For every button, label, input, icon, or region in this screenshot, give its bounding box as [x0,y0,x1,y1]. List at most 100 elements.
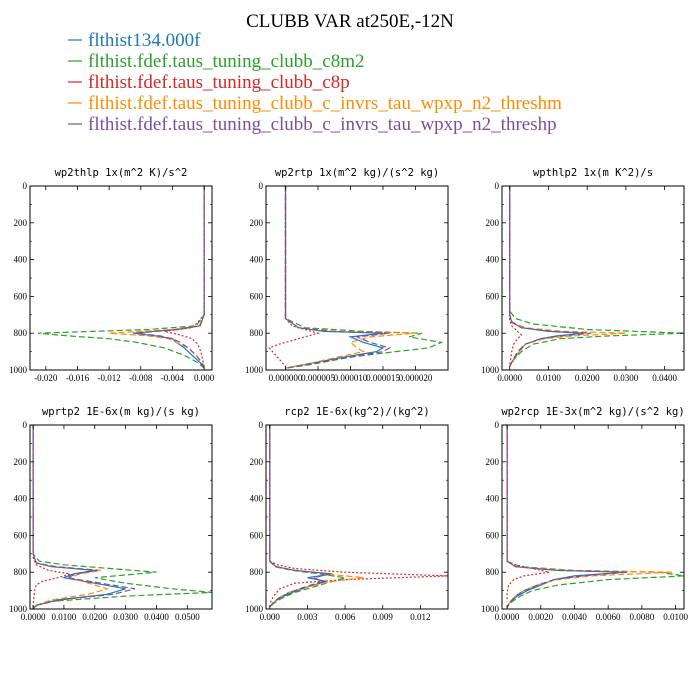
x-tick-label: 0.0100 [52,612,77,622]
x-tick-label: 0.0020 [528,612,553,622]
y-tick-label: 200 [14,457,28,467]
panel-1: wp2thlp 1x(m^2 K)/s^2 0 200 400 600 800 1000 -0… [9,167,215,383]
y-tick-label: 400 [486,255,500,265]
panel-title: wp2rcp 1E-3x(m^2 kg)/(s^2 kg) [501,406,684,418]
y-tick-label: 200 [486,457,500,467]
y-tick-label: 600 [14,530,28,540]
y-tick-label: 600 [14,291,28,301]
series-line-3 [269,425,448,604]
y-tick-label: 600 [250,530,264,540]
y-tick-label: 800 [14,567,28,577]
y-tick-label: 400 [14,494,28,504]
x-tick-label: 0.0060 [596,612,621,622]
x-tick-label: 0.0400 [652,373,677,383]
x-tick-label: 0.000 [260,612,281,622]
y-tick-label: 1000 [245,365,264,375]
panel-6: wp2rcp 1E-3x(m^2 kg)/(s^2 kg)0 200 400 600 8… [481,406,688,622]
series-line-3 [32,425,71,608]
y-tick-label: 0 [259,181,264,191]
x-tick-label: 0.0300 [614,373,639,383]
series-line-1 [269,425,333,608]
panel-title: wpthlp2 1x(m K^2)/s [533,167,653,179]
panel-title: wprtp2 1E-6x(m kg)/(s kg) [42,406,200,418]
y-tick-label: 800 [486,328,500,338]
y-tick-label: 200 [486,218,500,228]
series-line-1 [509,186,584,367]
x-tick-label: 0.000005 [301,373,335,383]
panel-3: wpthlp2 1x(m K^2)/s 0 200 400 600 800 10000.00… [481,167,685,383]
y-tick-label: 0 [23,181,28,191]
x-tick-label: 0.0200 [82,612,107,622]
y-tick-label: 1000 [9,604,28,614]
panel-4: wprtp2 1E-6x(m kg)/(s kg) 0 200 400 600 800 10… [9,406,213,622]
x-tick-label: 0.000015 [366,373,400,383]
y-tick-label: 0 [259,420,264,430]
series-line-2 [284,186,444,369]
y-tick-label: 0 [495,181,500,191]
legend-entry: flthist134.000f [88,30,201,51]
x-tick-label: 0.0000 [495,612,520,622]
panel-2: wp2rtp 1x(m^2 kg)/(s^2 kg) 0 200 400 600 800 1… [245,167,449,383]
x-tick-label: -0.004 [161,373,185,383]
x-tick-label: 0.000 [194,373,215,383]
x-tick-label: 0.006 [335,612,356,622]
legend-entry: flthist.fdef.taus_tuning_clubb_c8m2 [88,51,365,72]
panel-title: rcp2 1E-6x(kg^2)/(kg^2) [284,406,429,418]
series-line-1 [32,425,126,609]
series-line-3 [164,186,205,367]
series-line-2 [269,425,346,608]
x-tick-label: 0.0040 [562,612,587,622]
y-tick-label: 400 [486,494,500,504]
series-line-2 [506,425,684,608]
x-tick-label: 0.003 [297,612,318,622]
y-tick-label: 1000 [481,604,500,614]
x-tick-label: 0.0500 [175,612,200,622]
series-line-5 [136,186,205,369]
x-tick-label: 0.000020 [399,373,433,383]
y-tick-label: 400 [250,494,264,504]
legend-entry: flthist.fdef.taus_tuning_clubb_c_invrs_t… [88,114,557,135]
figure-title: CLUBB VAR at250E,-12N [246,11,454,32]
series-line-5 [509,186,592,367]
x-tick-label: -0.012 [98,373,121,383]
plot-frame [265,424,449,610]
x-tick-label: 0.0300 [113,612,138,622]
plot-frame [29,424,213,610]
panels: wp2thlp 1x(m^2 K)/s^2 0 200 400 600 800 1000 -0… [9,167,688,622]
y-tick-label: 800 [14,328,28,338]
legend: flthist134.000fflthist.fdef.taus_tuning_… [68,30,562,135]
panel-title: wp2thlp 1x(m^2 K)/s^2 [55,167,188,179]
series-line-2 [509,186,684,367]
legend-entry: flthist.fdef.taus_tuning_clubb_c_invrs_t… [88,93,562,114]
y-tick-label: 800 [250,567,264,577]
y-tick-label: 0 [495,420,500,430]
series-line-3 [506,425,550,602]
series-line-1 [284,186,385,369]
y-tick-label: 1000 [245,604,264,614]
y-tick-label: 1000 [9,365,28,375]
series-line-5 [284,186,392,369]
series-line-3 [268,186,321,367]
legend-entry: flthist.fdef.taus_tuning_clubb_c8p [88,72,350,93]
y-tick-label: 400 [14,255,28,265]
y-tick-label: 200 [250,218,264,228]
x-tick-label: 0.009 [373,612,394,622]
y-tick-label: 800 [486,567,500,577]
series-line-2 [32,425,212,608]
y-tick-label: 600 [250,291,264,301]
panel-title: wp2rtp 1x(m^2 kg)/(s^2 kg) [275,167,439,179]
x-tick-label: 0.0200 [575,373,600,383]
x-tick-label: 0.0000 [497,373,522,383]
y-tick-label: 600 [486,530,500,540]
series-line-4 [109,186,205,369]
series-line-3 [509,186,523,367]
y-tick-label: 600 [486,291,500,301]
x-tick-label: 0.0100 [536,373,561,383]
y-tick-label: 200 [14,218,28,228]
x-tick-label: -0.008 [129,373,153,383]
x-tick-label: 0.012 [410,612,430,622]
x-tick-label: 0.0000 [21,612,46,622]
series-line-5 [269,425,331,608]
series-line-2 [37,186,205,369]
